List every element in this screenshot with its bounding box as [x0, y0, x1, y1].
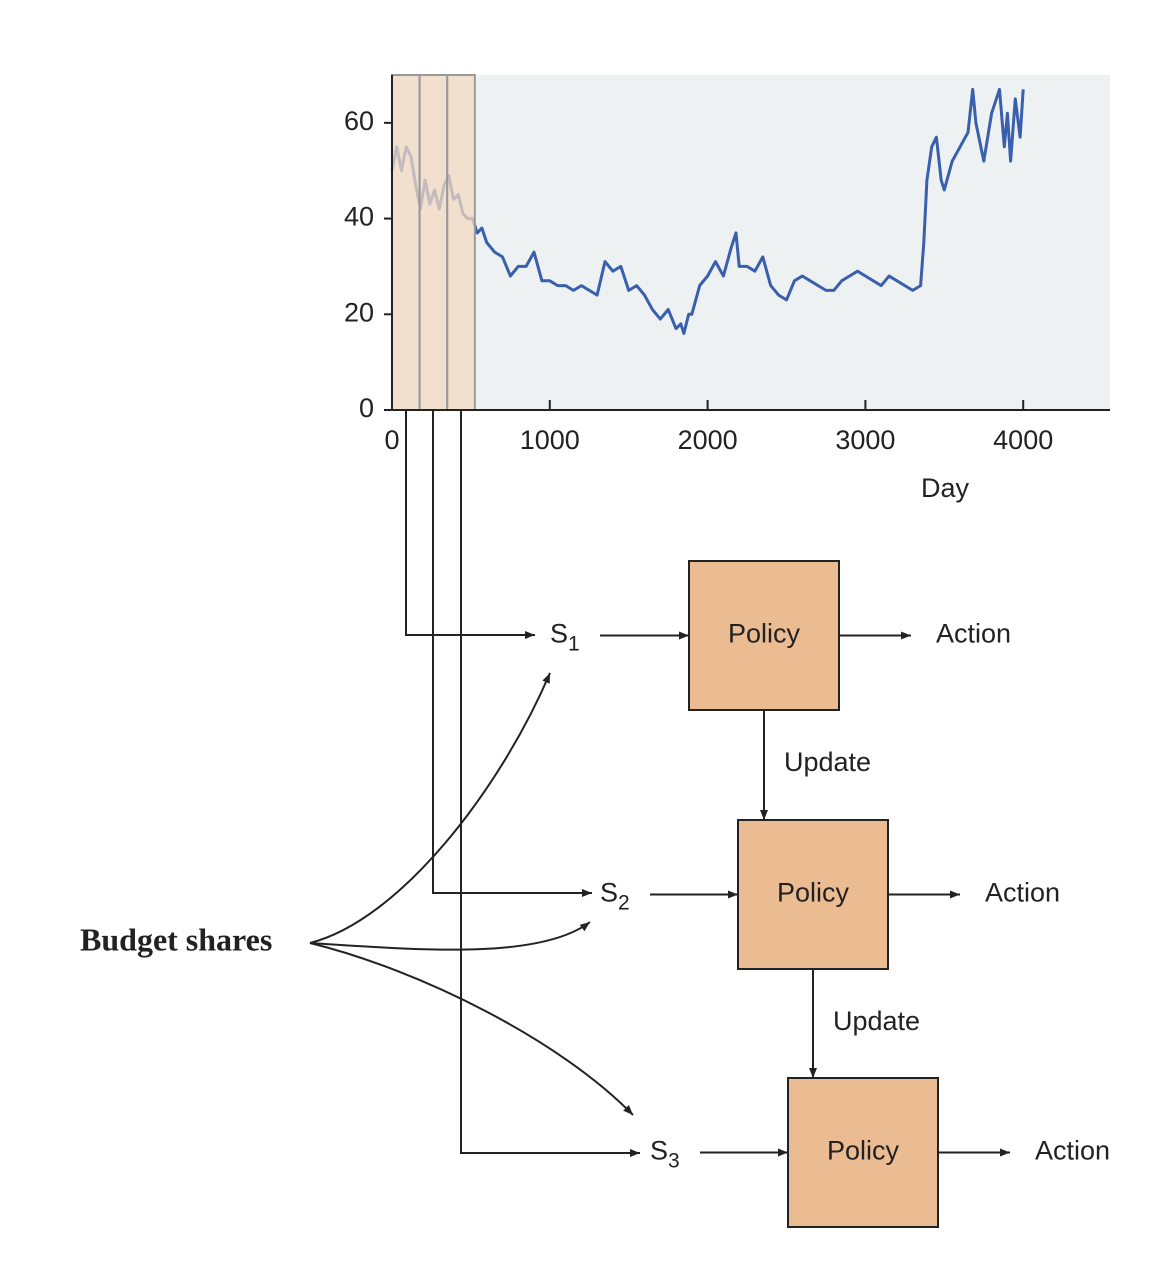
state-name: S — [650, 1136, 668, 1166]
action-label: Action — [985, 878, 1060, 908]
policy-box — [787, 1077, 939, 1228]
connector — [432, 410, 592, 897]
state-name: S — [600, 878, 618, 908]
connector — [460, 410, 640, 1157]
state-subscript: 1 — [568, 632, 580, 655]
connectors — [309, 410, 640, 1157]
update-label: Update — [784, 747, 871, 777]
budget-arrow — [309, 672, 551, 944]
policy-box — [737, 819, 889, 970]
policy-label: Policy — [728, 619, 801, 649]
connector — [405, 410, 535, 639]
plot-background — [392, 75, 1110, 410]
state-label: S3 — [650, 1136, 680, 1172]
y-tick-label: 40 — [344, 202, 374, 232]
chart: 0 20 40 60 0 1000 2000 3000 4000 Day — [344, 74, 1110, 503]
policy-label: Policy — [827, 1136, 900, 1166]
state-name: S — [550, 619, 568, 649]
budget-arrow — [309, 942, 634, 1116]
state-label: S2 — [600, 878, 630, 914]
x-tick-label: 4000 — [993, 425, 1053, 455]
y-tick-label: 0 — [359, 393, 374, 423]
state-subscript: 2 — [618, 891, 630, 914]
action-label: Action — [936, 619, 1011, 649]
y-tick-label: 20 — [344, 297, 374, 327]
budget-arrow — [309, 921, 591, 951]
highlight-window — [446, 74, 476, 411]
x-tick-label: 3000 — [835, 425, 895, 455]
update-label: Update — [833, 1006, 920, 1036]
highlight-window — [418, 74, 449, 411]
highlight-window — [391, 74, 421, 411]
x-tick-label: 2000 — [678, 425, 738, 455]
policy-label: Policy — [777, 878, 850, 908]
state-label: S1 — [550, 619, 580, 655]
y-tick-label: 60 — [344, 106, 374, 136]
x-tick-label: 0 — [384, 425, 399, 455]
action-label: Action — [1035, 1136, 1110, 1166]
x-tick-label: 1000 — [520, 425, 580, 455]
source-label: Budget shares — [80, 921, 272, 957]
state-subscript: 3 — [668, 1149, 680, 1172]
x-axis-label: Day — [921, 473, 970, 503]
